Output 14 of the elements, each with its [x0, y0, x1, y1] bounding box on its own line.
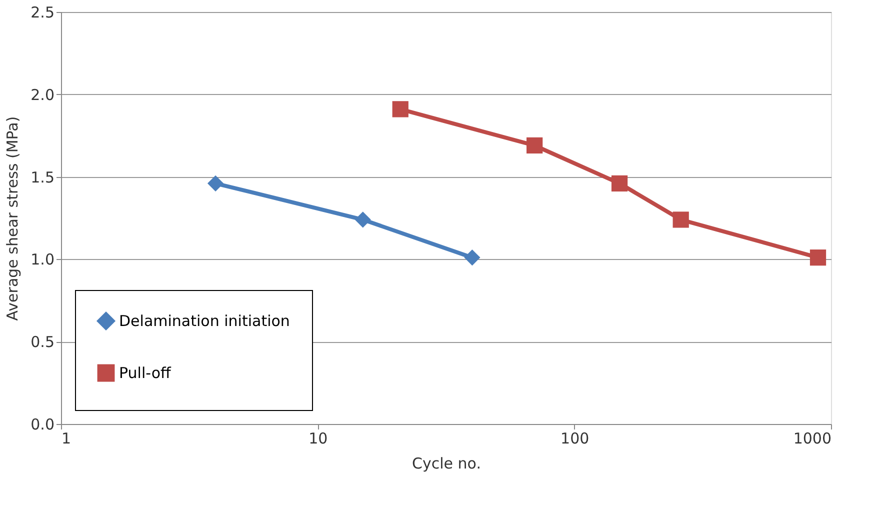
x-axis-title: Cycle no.: [412, 454, 481, 472]
x-tick-label: 1: [62, 430, 72, 448]
legend-label: Delamination initiation: [119, 312, 290, 330]
y-tick-label: 2.5: [30, 4, 54, 22]
x-tick-label: 1000: [793, 430, 832, 448]
x-tick-label: 100: [560, 430, 590, 448]
y-axis-title: Average shear stress (MPa): [4, 116, 22, 321]
x-tick-label: 10: [308, 430, 328, 448]
y-tick-label: 2.0: [30, 86, 54, 104]
y-tick-label: 1.5: [30, 168, 54, 186]
y-tick-label: 0.5: [30, 333, 54, 352]
y-tick-label: 0.0: [30, 416, 54, 434]
legend-label: Pull-off: [119, 364, 172, 382]
y-tick-label: 1.0: [30, 250, 54, 269]
